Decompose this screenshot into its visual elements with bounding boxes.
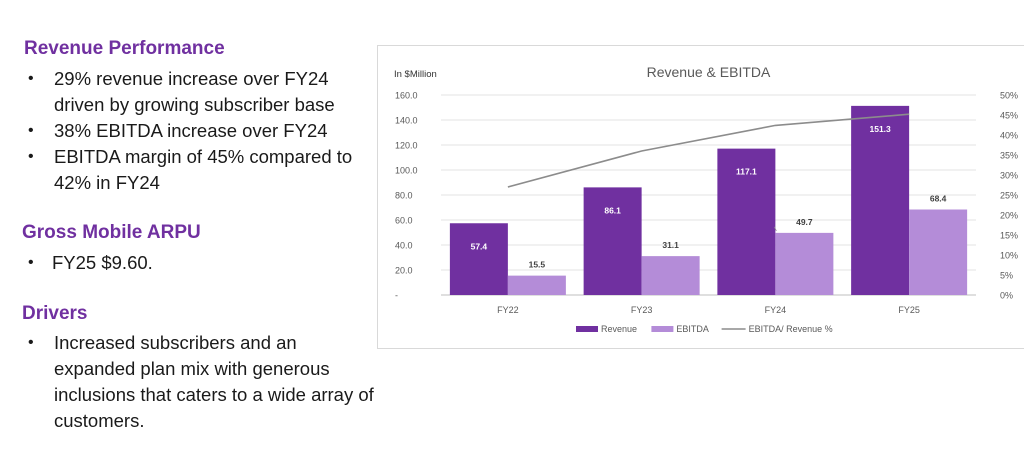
drivers-title: Drivers: [22, 303, 88, 324]
bar-ebitda: [775, 232, 834, 295]
legend-swatch: [651, 326, 674, 332]
chart-title: Revenue & EBITDA: [647, 64, 771, 80]
y2-tick-label: 10%: [1000, 251, 1018, 261]
bar-data-label: 15.5: [529, 260, 546, 270]
bar-revenue: [583, 187, 642, 295]
y2-tick-label: 0%: [1000, 291, 1013, 301]
drivers-bullet-list: • Increased subscribers and an expanded p…: [0, 330, 376, 434]
y2-tick-label: 40%: [1000, 131, 1018, 141]
bar-data-label: 68.4: [930, 194, 947, 204]
x-tick-label: FY25: [898, 305, 920, 315]
bullet-text: Increased subscribers and an expanded pl…: [54, 332, 374, 431]
chart-canvas: Revenue & EBITDA In $Million - 20.0 40.0 60.0…: [394, 64, 1018, 334]
bullet-icon: •: [28, 334, 34, 351]
arpu-bullet-list: • FY25 $9.60.: [0, 250, 370, 276]
x-tick-label: FY22: [497, 305, 519, 315]
legend-label: Revenue: [601, 324, 637, 334]
y2-tick-label: 30%: [1000, 171, 1018, 181]
y2-tick-label: 45%: [1000, 111, 1018, 121]
line-ebitda-margin: [507, 113, 910, 188]
y2-tick-label: 35%: [1000, 151, 1018, 161]
bullet-icon: •: [28, 254, 34, 271]
bullet-text: 29% revenue increase over FY24 driven by…: [54, 68, 335, 115]
y-tick-label: 120.0: [395, 141, 418, 151]
revenue-performance-title: Revenue Performance: [24, 38, 225, 59]
x-tick-label: FY24: [765, 305, 787, 315]
bar-revenue: [449, 223, 508, 295]
list-item: • EBITDA margin of 45% compared to 42% in…: [0, 144, 370, 196]
bar-data-label: 151.3: [869, 124, 891, 134]
y-axis-unit-label: In $Million: [394, 69, 437, 80]
bullet-icon: •: [28, 148, 34, 165]
y-tick-label: 160.0: [395, 91, 418, 101]
revenue-bullet-list: • 29% revenue increase over FY24 driven b…: [0, 66, 370, 196]
commentary-panel: Revenue Performance • 29% revenue increas…: [0, 0, 380, 464]
bullet-text: 38% EBITDA increase over FY24: [54, 120, 328, 141]
y2-tick-label: 25%: [1000, 191, 1018, 201]
bar-ebitda: [909, 209, 968, 295]
bar-data-label: 49.7: [796, 217, 813, 227]
y-tick-label: 20.0: [395, 266, 413, 276]
revenue-ebitda-chart: Revenue & EBITDA In $Million - 20.0 40.0 60.0…: [377, 45, 1024, 349]
y-tick-label: 140.0: [395, 116, 418, 126]
y-tick-label: 80.0: [395, 191, 413, 201]
y-tick-label: 60.0: [395, 216, 413, 226]
bar-ebitda: [641, 256, 700, 295]
bar-ebitda: [507, 275, 566, 295]
list-item: • 38% EBITDA increase over FY24: [0, 118, 370, 144]
bar-revenue: [851, 105, 910, 295]
y-tick-label: 100.0: [395, 166, 418, 176]
bullet-text: EBITDA margin of 45% compared to 42% in …: [54, 146, 353, 193]
x-tick-label: FY23: [631, 305, 653, 315]
bullet-text: FY25 $9.60.: [52, 252, 153, 273]
bar-revenue: [717, 148, 776, 295]
bar-data-label: 86.1: [604, 205, 621, 215]
y2-tick-label: 20%: [1000, 211, 1018, 221]
bullet-icon: •: [28, 70, 34, 87]
label-leader-line: [774, 226, 777, 232]
bar-data-label: 117.1: [736, 167, 757, 177]
bar-data-label: 31.1: [662, 240, 679, 250]
list-item: • Increased subscribers and an expanded p…: [0, 330, 376, 434]
list-item: • FY25 $9.60.: [0, 250, 370, 276]
legend-swatch: [576, 326, 598, 332]
legend-label: EBITDA/ Revenue %: [749, 324, 833, 334]
bullet-icon: •: [28, 122, 34, 139]
y2-tick-label: 50%: [1000, 91, 1018, 101]
legend-label: EBITDA: [676, 324, 709, 334]
bar-data-label: 57.4: [471, 241, 488, 251]
y2-tick-label: 5%: [1000, 271, 1013, 281]
arpu-title: Gross Mobile ARPU: [22, 222, 201, 243]
list-item: • 29% revenue increase over FY24 driven b…: [0, 66, 370, 118]
y-tick-label: 40.0: [395, 241, 413, 251]
y-tick-label: -: [395, 291, 398, 301]
y2-tick-label: 15%: [1000, 231, 1018, 241]
